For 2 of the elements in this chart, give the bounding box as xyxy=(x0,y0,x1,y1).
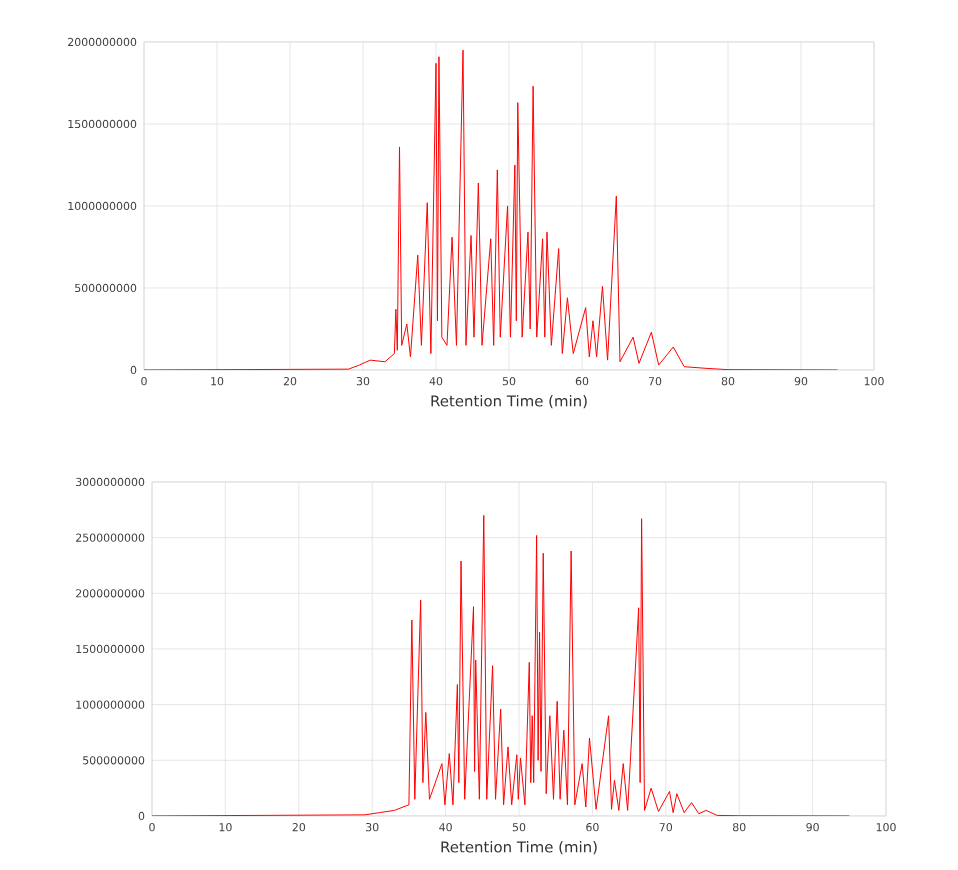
line-series xyxy=(144,49,839,370)
line-series xyxy=(152,514,850,816)
